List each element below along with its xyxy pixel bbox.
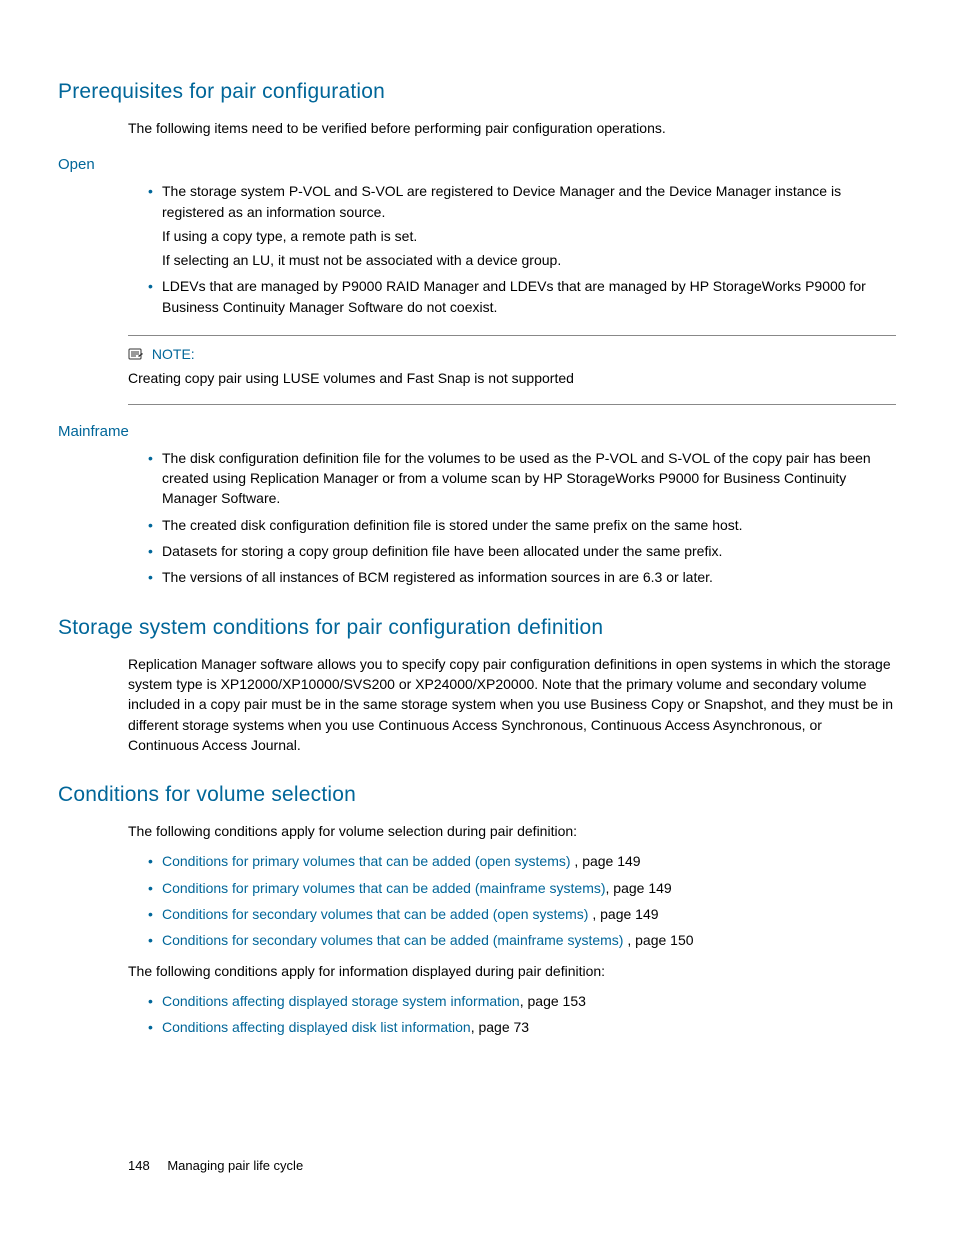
- note-text: Creating copy pair using LUSE volumes an…: [128, 370, 896, 386]
- link-storage-info[interactable]: Conditions affecting displayed storage s…: [162, 993, 520, 1009]
- link-primary-mainframe[interactable]: Conditions for primary volumes that can …: [162, 880, 606, 896]
- page-ref: , page 150: [627, 932, 693, 948]
- link-secondary-open[interactable]: Conditions for secondary volumes that ca…: [162, 906, 592, 922]
- page-ref: , page 149: [606, 880, 672, 896]
- list-item: The created disk configuration definitio…: [148, 515, 896, 535]
- footer-title: Managing pair life cycle: [167, 1158, 303, 1173]
- page-ref: , page 149: [574, 853, 640, 869]
- list-item: The storage system P-VOL and S-VOL are r…: [148, 181, 896, 270]
- page-number: 148: [128, 1158, 150, 1173]
- cond-intro-1: The following conditions apply for volum…: [128, 821, 896, 841]
- list-item: Conditions affecting displayed storage s…: [148, 991, 896, 1011]
- page-ref: , page 73: [471, 1019, 529, 1035]
- link-secondary-mainframe[interactable]: Conditions for secondary volumes that ca…: [162, 932, 627, 948]
- heading-storage-conditions: Storage system conditions for pair confi…: [58, 616, 896, 640]
- cond-intro-2: The following conditions apply for infor…: [128, 961, 896, 981]
- heading-mainframe: Mainframe: [58, 423, 896, 440]
- list-item: The disk configuration definition file f…: [148, 448, 896, 509]
- page-ref: , page 153: [520, 993, 586, 1009]
- list-item: Conditions for secondary volumes that ca…: [148, 904, 896, 924]
- mainframe-list: The disk configuration definition file f…: [148, 448, 896, 588]
- open-item-0-main: The storage system P-VOL and S-VOL are r…: [162, 183, 841, 219]
- heading-open: Open: [58, 156, 896, 173]
- note-block: NOTE: Creating copy pair using LUSE volu…: [128, 335, 896, 405]
- open-item-0-sub2: If selecting an LU, it must not be assoc…: [162, 250, 896, 270]
- page-footer: 148 Managing pair life cycle: [128, 1158, 303, 1173]
- link-disk-list-info[interactable]: Conditions affecting displayed disk list…: [162, 1019, 471, 1035]
- note-heading: NOTE:: [128, 346, 896, 364]
- storage-paragraph: Replication Manager software allows you …: [128, 654, 896, 755]
- list-item: Conditions for secondary volumes that ca…: [148, 930, 896, 950]
- note-label: NOTE:: [152, 346, 195, 362]
- page-ref: , page 149: [592, 906, 658, 922]
- note-icon: [128, 347, 144, 364]
- open-list: The storage system P-VOL and S-VOL are r…: [148, 181, 896, 317]
- open-item-0-sub1: If using a copy type, a remote path is s…: [162, 226, 896, 246]
- link-primary-open[interactable]: Conditions for primary volumes that can …: [162, 853, 574, 869]
- list-item: Conditions affecting displayed disk list…: [148, 1017, 896, 1037]
- open-item-1-main: LDEVs that are managed by P9000 RAID Man…: [162, 278, 866, 314]
- page-root: Prerequisites for pair configuration The…: [0, 0, 954, 1235]
- list-item: Conditions for primary volumes that can …: [148, 878, 896, 898]
- heading-prerequisites: Prerequisites for pair configuration: [58, 80, 896, 104]
- list-item: LDEVs that are managed by P9000 RAID Man…: [148, 276, 896, 317]
- cond-links-2: Conditions affecting displayed storage s…: [148, 991, 896, 1038]
- list-item: The versions of all instances of BCM reg…: [148, 567, 896, 587]
- list-item: Datasets for storing a copy group defini…: [148, 541, 896, 561]
- cond-links-1: Conditions for primary volumes that can …: [148, 851, 896, 950]
- list-item: Conditions for primary volumes that can …: [148, 851, 896, 871]
- heading-volume-conditions: Conditions for volume selection: [58, 783, 896, 807]
- prereq-intro: The following items need to be verified …: [128, 118, 896, 138]
